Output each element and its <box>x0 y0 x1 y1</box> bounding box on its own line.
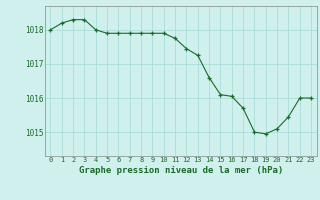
X-axis label: Graphe pression niveau de la mer (hPa): Graphe pression niveau de la mer (hPa) <box>79 166 283 175</box>
